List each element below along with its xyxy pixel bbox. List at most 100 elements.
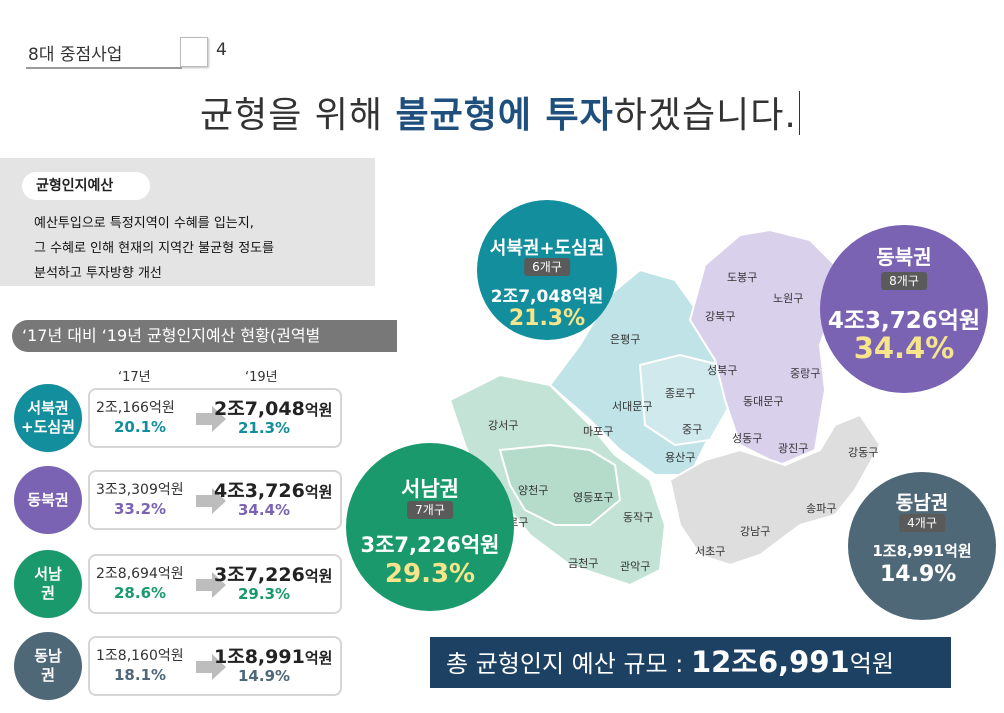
bubble-southeast-pct: 14.9% xyxy=(880,562,957,587)
map-region-southeast xyxy=(668,413,882,567)
arrow-right-icon xyxy=(196,572,226,598)
district-mapo: 마포구 xyxy=(583,425,614,438)
arrow-right-icon xyxy=(196,406,226,432)
description-title: 균형인지예산 xyxy=(22,172,150,200)
page-headline: 균형을 위해 불균형에 투자하겠습니다. xyxy=(200,86,800,138)
district-songpa: 송파구 xyxy=(806,502,837,515)
bubble-southwest-name: 서남권 xyxy=(401,477,459,501)
row-region-circle: 동북권 xyxy=(14,466,82,534)
row-new-pct: 29.3% xyxy=(238,585,291,603)
year-label-17: ‘17년 xyxy=(118,370,151,385)
bubble-northeast-pct: 34.4% xyxy=(853,331,955,365)
district-gangdong: 강동구 xyxy=(848,446,879,459)
row-new-unit: 억원 xyxy=(304,483,333,501)
row-old-amount: 2조8,694억원 xyxy=(96,566,184,582)
row-card: 3조3,309억원 33.2% 4조3,726억원 34.4% xyxy=(88,470,342,530)
row-new-unit: 억원 xyxy=(304,649,333,667)
row-region-circle: 서남 권 xyxy=(14,550,82,618)
district-geumcheon: 금천구 xyxy=(568,557,599,570)
bubble-southeast-count: 4개구 xyxy=(899,514,945,532)
row-old-pct: 18.1% xyxy=(114,666,167,684)
bubble-southwest-amount: 3조7,226억원 xyxy=(360,533,500,557)
district-dobong: 도봉구 xyxy=(727,271,758,284)
district-dongjak: 동작구 xyxy=(623,511,654,524)
headline-part2: 하겠습니다. xyxy=(613,95,797,136)
bubble-northwest-amount: 2조7,048억원 xyxy=(490,287,604,307)
description-line-3: 분석하고 투자방향 개선 xyxy=(34,266,162,281)
district-gwanak: 관악구 xyxy=(620,560,651,573)
total-value: 12조6,991 xyxy=(690,645,850,679)
row-old-pct: 20.1% xyxy=(114,418,167,436)
bubble-northwest: 서북권+도심권 6개구 2조7,048억원 21.3% xyxy=(477,200,617,340)
district-eunpyeong: 은평구 xyxy=(610,333,641,346)
row-new-value: 4조3,726 xyxy=(214,480,305,502)
district-seocho: 서초구 xyxy=(695,545,726,558)
bubble-southwest: 서남권 7개구 3조7,226억원 29.3% xyxy=(346,443,514,611)
row-new-unit: 억원 xyxy=(304,401,333,419)
total-unit: 억원 xyxy=(849,650,894,678)
row-old-pct: 28.6% xyxy=(114,584,167,602)
headline-part1: 균형을 위해 xyxy=(200,95,396,136)
bubble-northwest-count: 6개구 xyxy=(524,258,570,276)
bubble-southeast-amount: 1조8,991억원 xyxy=(872,542,972,560)
seoul-map: 은평구 서대문구 마포구 종로구 중구 용산구 도봉구 노원구 강북구 성북구 … xyxy=(440,225,960,605)
arrow-right-icon xyxy=(196,654,226,680)
bubble-northwest-name: 서북권+도심권 xyxy=(489,238,605,259)
row-card: 2조,166억원 20.1% 2조7,048억원 21.3% xyxy=(88,388,342,448)
row-new-pct: 34.4% xyxy=(238,501,291,519)
district-jongno: 종로구 xyxy=(665,387,696,400)
section-number: 4 xyxy=(216,40,227,60)
district-gangbuk: 강북구 xyxy=(705,310,736,323)
row-old-amount: 2조,166억원 xyxy=(96,400,175,416)
row-card: 1조8,160억원 18.1% 1조8,991억원 14.9% xyxy=(88,636,342,696)
row-new-value: 3조7,226 xyxy=(214,564,305,586)
row-old-amount: 1조8,160억원 xyxy=(96,648,184,664)
bubble-northwest-pct: 21.3% xyxy=(508,306,586,331)
map-region-northeast xyxy=(688,228,837,467)
headline-emphasis: 불균형에 투자 xyxy=(395,95,614,136)
district-dongdaemun: 동대문구 xyxy=(743,395,784,408)
district-nowon: 노원구 xyxy=(773,292,804,305)
district-jung: 중구 xyxy=(682,423,703,436)
bubble-southeast-name: 동남권 xyxy=(895,492,949,514)
bubble-northeast-count: 8개구 xyxy=(881,272,927,290)
district-gwangjin: 광진구 xyxy=(778,442,809,455)
row-new-unit: 억원 xyxy=(304,567,333,585)
text-cursor xyxy=(798,91,800,135)
map-region-center xyxy=(638,353,732,447)
arrow-right-icon xyxy=(196,488,226,514)
bubble-northeast: 동북권 8개구 4조3,726억원 34.4% xyxy=(820,225,988,393)
section-label: 8대 중점사업 xyxy=(28,45,123,65)
district-yeongdeungpo: 영등포구 xyxy=(573,491,614,504)
map-region-southwest-inner xyxy=(498,443,622,526)
section-box xyxy=(180,37,208,67)
bubble-southwest-pct: 29.3% xyxy=(384,559,476,589)
district-yangcheon: 양천구 xyxy=(518,484,549,497)
bubble-northeast-name: 동북권 xyxy=(876,245,932,269)
row-old-pct: 33.2% xyxy=(114,500,167,518)
district-seongdong: 성동구 xyxy=(732,432,763,445)
status-title: ‘17년 대비 ‘19년 균형인지예산 현황(권역별 xyxy=(12,320,397,352)
section-underline xyxy=(26,67,182,69)
row-new-amount: 2조7,048억원 xyxy=(214,394,332,421)
row-region-circle: 동남 권 xyxy=(14,632,82,700)
district-seodaemun: 서대문구 xyxy=(612,400,653,413)
total-budget-bar: 총 균형인지 예산 규모 : 12조6,991억원 xyxy=(430,637,951,688)
row-new-value: 1조8,991 xyxy=(214,646,305,668)
map-svg xyxy=(448,228,882,587)
district-jungnang: 중랑구 xyxy=(790,367,821,380)
bubble-southeast: 동남권 4개구 1조8,991억원 14.9% xyxy=(848,472,996,620)
row-new-amount: 4조3,726억원 xyxy=(214,476,332,503)
district-gangnam: 강남구 xyxy=(740,525,771,538)
row-new-pct: 14.9% xyxy=(238,667,291,685)
row-new-amount: 1조8,991억원 xyxy=(214,642,332,669)
bubble-northeast-amount: 4조3,726억원 xyxy=(827,308,981,334)
district-gangseo: 강서구 xyxy=(488,419,519,432)
description-line-1: 예산투입으로 특정지역이 수혜를 입는지, xyxy=(34,216,254,231)
row-new-pct: 21.3% xyxy=(238,419,291,437)
total-label: 총 균형인지 예산 규모 : xyxy=(446,650,691,678)
district-seongbuk: 성북구 xyxy=(707,364,738,377)
year-label-19: ‘19년 xyxy=(245,370,278,385)
row-new-amount: 3조7,226억원 xyxy=(214,560,332,587)
row-new-value: 2조7,048 xyxy=(214,398,305,420)
